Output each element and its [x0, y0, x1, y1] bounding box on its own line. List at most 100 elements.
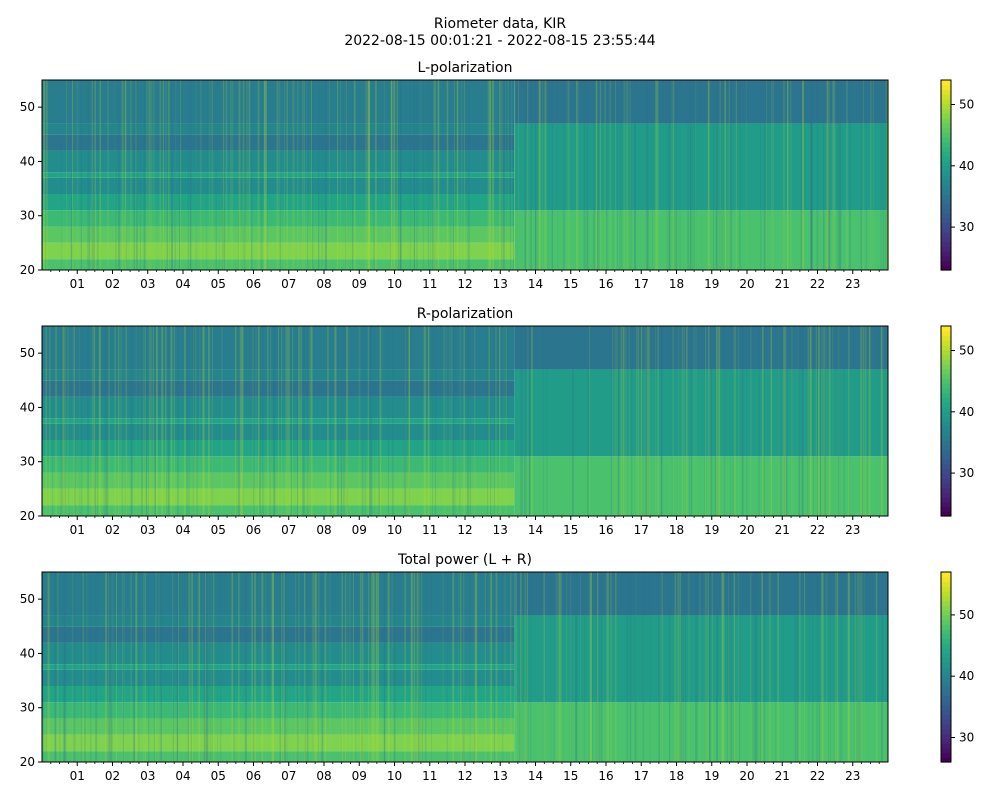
texture-stripe: [733, 572, 735, 762]
texture-stripe: [584, 572, 586, 762]
texture-stripe: [392, 326, 394, 516]
colorbar-swatch: [941, 705, 951, 711]
texture-stripe: [176, 572, 179, 762]
colorbar-swatch: [941, 652, 951, 659]
texture-stripe: [43, 80, 46, 270]
texture-stripe: [252, 572, 255, 762]
texture-stripe: [191, 572, 192, 762]
texture-stripe: [823, 80, 825, 270]
texture-stripe: [495, 326, 497, 516]
colorbar-swatch: [941, 165, 951, 171]
texture-stripe: [261, 572, 264, 762]
texture-stripe: [620, 80, 623, 270]
texture-stripe: [711, 326, 713, 516]
texture-stripe: [838, 326, 840, 516]
texture-stripe: [206, 80, 208, 270]
texture-stripe: [383, 572, 386, 762]
texture-stripe: [825, 326, 827, 516]
texture-stripe: [620, 326, 623, 516]
colorbar-swatch: [941, 189, 951, 195]
texture-stripe: [188, 326, 190, 516]
texture-stripe: [604, 80, 606, 270]
texture-stripe: [474, 572, 477, 762]
colorbar-swatch: [941, 378, 951, 384]
texture-stripe: [87, 326, 90, 516]
texture-stripe: [125, 80, 127, 270]
texture-stripe: [404, 572, 406, 762]
texture-stripe: [823, 326, 826, 516]
texture-stripe: [769, 572, 772, 762]
texture-stripe: [198, 572, 200, 762]
texture-stripe: [783, 572, 784, 762]
colorbar-swatch: [941, 667, 951, 673]
texture-stripe: [834, 572, 836, 762]
texture-stripe: [211, 572, 213, 762]
texture-stripe: [284, 572, 286, 762]
heatmap-band: [42, 626, 515, 643]
texture-stripe: [500, 80, 503, 270]
x-tick-label: 15: [563, 769, 578, 783]
texture-stripe: [258, 326, 261, 516]
texture-stripe: [674, 572, 677, 762]
texture-stripe: [758, 326, 760, 516]
texture-stripe: [660, 572, 662, 762]
texture-stripe: [230, 572, 233, 762]
texture-stripe: [456, 80, 458, 270]
texture-stripe: [553, 572, 555, 762]
colorbar-swatch: [941, 170, 951, 176]
colorbar-swatch: [941, 203, 951, 209]
texture-stripe: [442, 572, 444, 762]
texture-stripe: [205, 572, 206, 762]
texture-stripe: [811, 572, 813, 762]
colorbar-swatch: [941, 686, 951, 692]
texture-stripe: [238, 80, 239, 270]
texture-stripe: [568, 80, 570, 270]
colorbar-swatch: [941, 657, 951, 663]
texture-stripe: [739, 80, 741, 270]
texture-stripe: [802, 326, 804, 516]
texture-stripe: [279, 80, 281, 270]
texture-stripe: [832, 326, 834, 516]
texture-stripe: [443, 326, 445, 516]
texture-stripe: [257, 80, 260, 270]
texture-stripe: [306, 572, 309, 762]
texture-stripe: [312, 572, 314, 762]
texture-stripe: [520, 572, 522, 762]
texture-stripe: [265, 572, 267, 762]
texture-stripe: [583, 80, 586, 270]
texture-stripe: [297, 572, 299, 762]
texture-stripe: [297, 326, 299, 516]
texture-stripe: [304, 572, 306, 762]
texture-stripe: [730, 572, 733, 762]
heatmap-band: [514, 369, 888, 457]
colorbar-swatch: [941, 586, 951, 592]
x-tick-label: 07: [281, 769, 296, 783]
x-tick-label: 16: [598, 769, 613, 783]
texture-stripe: [696, 572, 698, 762]
colorbar-swatch: [941, 397, 951, 403]
texture-stripe: [383, 572, 386, 762]
texture-stripe: [617, 326, 618, 516]
texture-stripe: [822, 572, 824, 762]
texture-stripe: [660, 326, 663, 516]
texture-stripe: [750, 572, 752, 762]
texture-stripe: [763, 326, 765, 516]
x-tick-label: 04: [175, 277, 190, 291]
texture-stripe: [857, 572, 859, 762]
colorbar-swatch: [941, 137, 951, 143]
texture-stripe: [880, 326, 883, 516]
texture-stripe: [705, 572, 706, 762]
texture-stripe: [693, 326, 695, 516]
texture-stripe: [596, 80, 598, 270]
texture-stripe: [279, 80, 281, 270]
texture-stripe: [459, 326, 462, 516]
colorbar-swatch: [941, 719, 951, 725]
heatmap-band: [42, 702, 515, 719]
texture-stripe: [612, 326, 614, 516]
texture-stripe: [400, 80, 402, 270]
texture-stripe: [358, 326, 361, 516]
texture-stripe: [695, 80, 697, 270]
texture-stripe: [318, 572, 319, 762]
texture-stripe: [225, 80, 228, 270]
texture-stripe: [251, 80, 253, 270]
